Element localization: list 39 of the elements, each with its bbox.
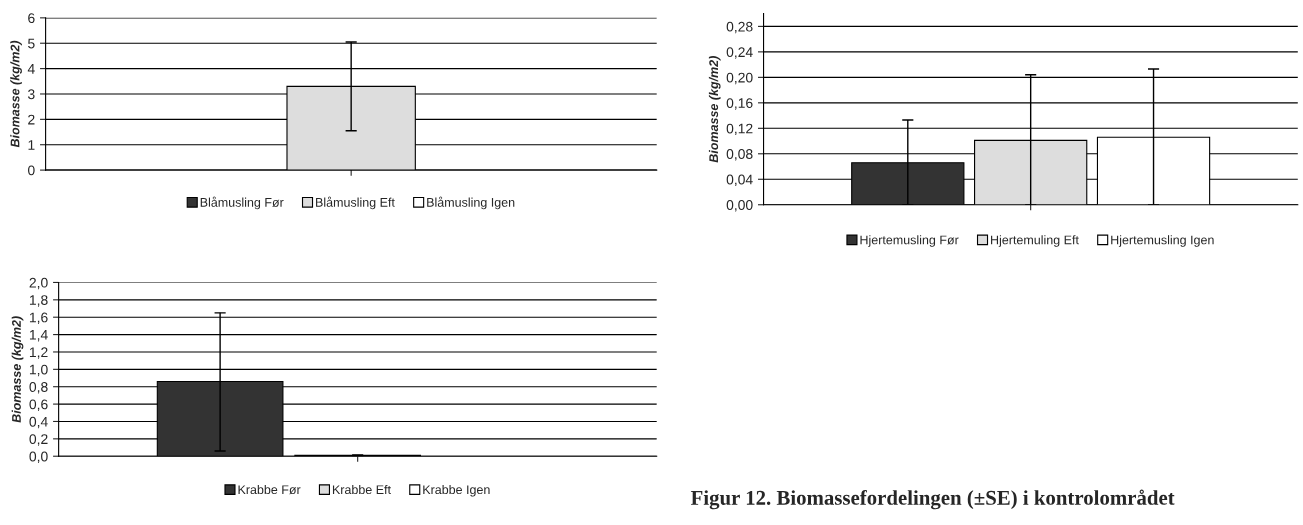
y-axis-title: Biomasse (kg/m2) [11,316,24,423]
y-tick-label: 0,2 [29,434,48,446]
legend-label: Hjertemusling Igen [1111,235,1214,247]
y-tick-label: 1,6 [29,312,48,325]
y-tick-label: 0,8 [29,382,48,394]
y-tick-label: 0 [28,165,35,176]
legend-label: Hjertemuling Eft [991,235,1079,247]
y-tick-label: 0,4 [29,416,48,429]
y-tick-label: 0,28 [726,21,753,34]
y-axis-title: Biomasse (kg/m2) [10,40,22,148]
y-tick-label: 0,6 [29,399,48,411]
y-tick-label: 0,04 [726,174,753,187]
y-tick-label: 1,4 [29,330,48,342]
legend-label: Krabbe Før [238,484,301,495]
y-tick-label: 2,0 [29,277,48,290]
legend-label: Blåmusling Før [200,196,284,210]
y-tick-label: 1,8 [29,295,48,307]
legend-label: Hjertemusling Før [860,235,959,247]
legend-label: Blåmusling Eft [316,196,395,210]
y-axis-title: Biomasse (kg/m2) [708,56,721,163]
y-tick-label: 2 [28,114,35,125]
legend-label: Krabbe Eft [332,484,391,495]
y-tick-label: 1,0 [29,364,48,377]
y-tick-label: 0,08 [726,149,753,161]
legend-label: Blåmusling Igen [427,196,515,210]
y-tick-label: 0,0 [29,451,48,464]
y-tick-label: 0,12 [726,123,753,136]
y-tick-label: 5 [28,38,35,49]
y-tick-label: 0,00 [726,200,753,212]
y-tick-label: 0,16 [726,98,753,110]
y-tick-label: 0,20 [726,72,753,85]
y-tick-label: 0,24 [726,47,753,59]
legend-label: Krabbe Igen [423,484,490,497]
y-tick-label: 4 [27,64,35,74]
text: Figur 12. Biomassefordelingen (±SE) i kontrolområdet [690,489,1175,510]
y-tick-label: 1 [28,140,35,150]
y-tick-label: 1,2 [29,347,48,359]
y-tick-label: 3 [27,89,35,100]
y-tick-label: 6 [28,13,35,24]
